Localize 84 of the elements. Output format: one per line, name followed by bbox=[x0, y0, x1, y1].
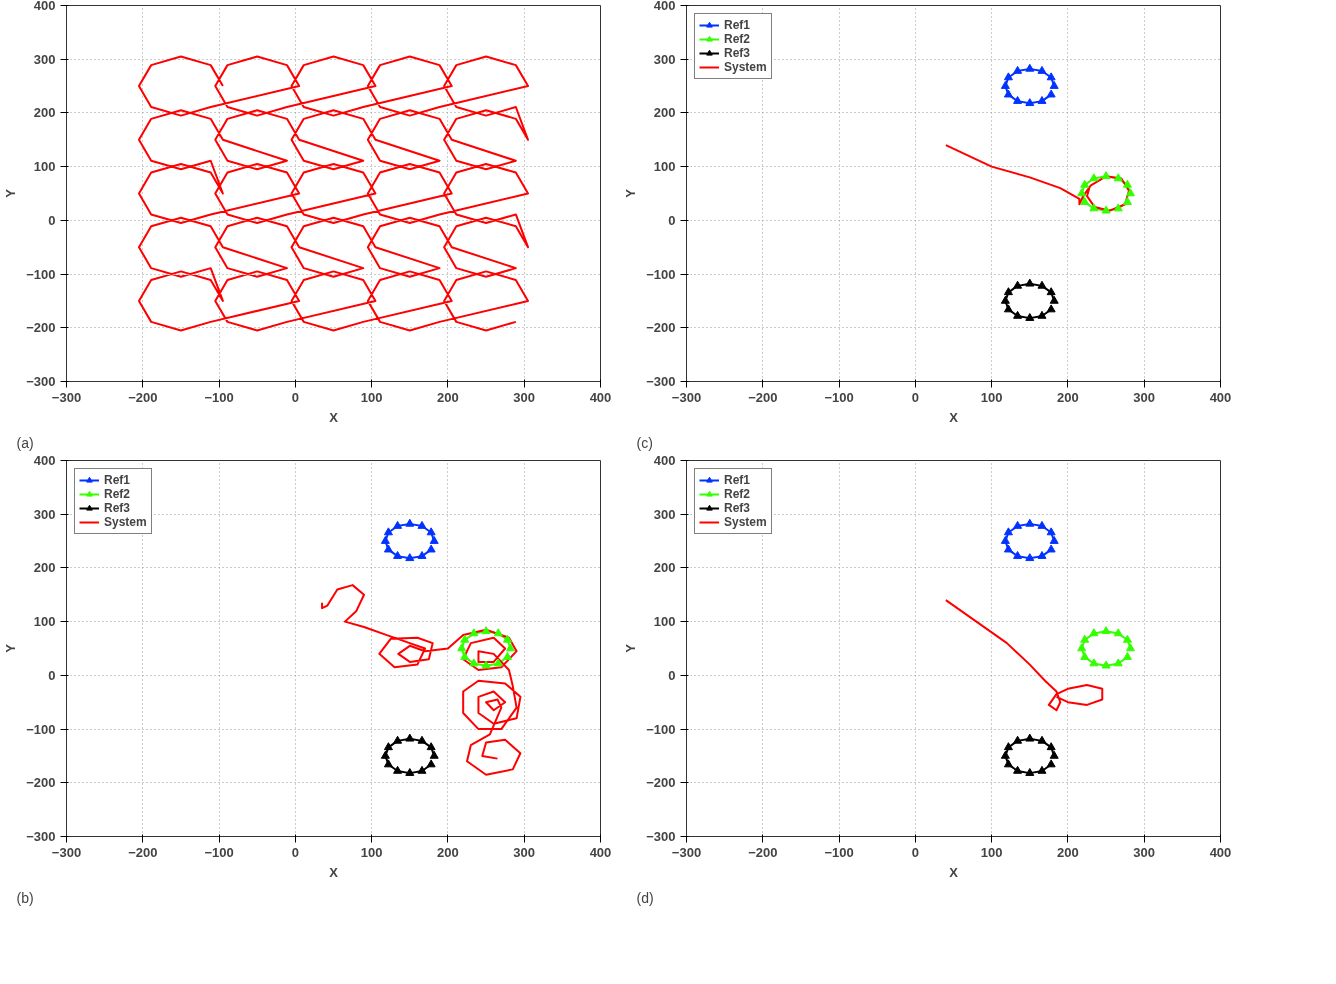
x-tick-label: 0 bbox=[911, 844, 919, 860]
y-tick-label: −300 bbox=[646, 829, 676, 844]
y-tick-label: 400 bbox=[653, 453, 676, 468]
y-tick-label: 0 bbox=[668, 667, 676, 683]
legend-label: Ref1 bbox=[724, 18, 751, 32]
y-tick-label: 100 bbox=[33, 159, 56, 175]
legend-label: System bbox=[104, 515, 147, 529]
y-tick-label: 0 bbox=[668, 212, 676, 228]
y-tick-label: 400 bbox=[653, 0, 676, 13]
legend-label: Ref3 bbox=[724, 501, 751, 515]
x-tick-label: 300 bbox=[513, 844, 536, 860]
y-tick-label: −300 bbox=[26, 829, 56, 844]
y-tick-label: 200 bbox=[33, 105, 56, 121]
y-tick-label: 300 bbox=[653, 51, 676, 67]
y-tick-label: 0 bbox=[48, 667, 56, 683]
x-tick-label: 300 bbox=[1133, 844, 1156, 860]
y-axis-title: Y bbox=[3, 188, 19, 198]
text: (b) bbox=[16, 889, 34, 906]
y-tick-label: −100 bbox=[646, 721, 676, 737]
x-tick-label: −100 bbox=[204, 844, 234, 860]
x-axis-title: X bbox=[949, 409, 959, 425]
x-tick-label: −200 bbox=[748, 389, 778, 405]
x-axis-title: X bbox=[329, 864, 339, 880]
y-tick-label: 100 bbox=[33, 614, 56, 630]
x-tick-label: −100 bbox=[204, 389, 234, 405]
y-tick-label: 0 bbox=[48, 212, 56, 228]
y-tick-label: 200 bbox=[33, 560, 56, 576]
x-tick-label: 400 bbox=[589, 389, 612, 405]
y-tick-label: −100 bbox=[646, 266, 676, 282]
x-tick-label: −200 bbox=[128, 844, 158, 860]
x-tick-label: 100 bbox=[360, 389, 383, 405]
y-tick-label: 300 bbox=[33, 51, 56, 67]
y-tick-label: −100 bbox=[26, 721, 56, 737]
x-tick-label: −100 bbox=[824, 389, 854, 405]
legend-label: Ref3 bbox=[104, 501, 131, 515]
y-tick-label: −200 bbox=[646, 775, 676, 791]
x-tick-label: 0 bbox=[291, 844, 299, 860]
x-tick-label: 300 bbox=[513, 389, 536, 405]
y-axis-title: Y bbox=[3, 643, 19, 653]
x-tick-label: 400 bbox=[589, 844, 612, 860]
text: (a) bbox=[16, 434, 34, 451]
x-tick-label: 200 bbox=[1057, 844, 1079, 860]
y-tick-label: −300 bbox=[26, 374, 56, 389]
x-tick-label: −200 bbox=[128, 389, 158, 405]
y-tick-label: 200 bbox=[653, 560, 676, 576]
y-tick-label: −100 bbox=[26, 266, 56, 282]
x-tick-label: 400 bbox=[1209, 389, 1232, 405]
text: (d) bbox=[636, 889, 654, 906]
y-tick-label: 400 bbox=[33, 0, 56, 13]
legend-label: Ref2 bbox=[724, 32, 751, 46]
x-tick-label: 300 bbox=[1133, 389, 1156, 405]
y-tick-label: 300 bbox=[653, 506, 676, 522]
x-axis-title: X bbox=[329, 409, 339, 425]
y-tick-label: 400 bbox=[33, 453, 56, 468]
legend-label: Ref1 bbox=[724, 473, 751, 487]
y-tick-label: −200 bbox=[646, 320, 676, 336]
legend-label: Ref1 bbox=[104, 473, 131, 487]
x-tick-label: 0 bbox=[911, 389, 919, 405]
y-axis-title: Y bbox=[623, 643, 639, 653]
legend-label: System bbox=[724, 515, 767, 529]
x-tick-label: −200 bbox=[748, 844, 778, 860]
x-tick-label: 200 bbox=[437, 389, 459, 405]
x-tick-label: 200 bbox=[1057, 389, 1079, 405]
y-tick-label: 100 bbox=[653, 159, 676, 175]
legend-label: Ref3 bbox=[724, 46, 751, 60]
x-tick-label: 100 bbox=[360, 844, 383, 860]
x-axis-title: X bbox=[949, 864, 959, 880]
legend-label: Ref2 bbox=[104, 487, 131, 501]
y-tick-label: −300 bbox=[646, 374, 676, 389]
y-tick-label: −200 bbox=[26, 775, 56, 791]
y-tick-label: −200 bbox=[26, 320, 56, 336]
y-axis-title: Y bbox=[623, 188, 639, 198]
y-tick-label: 100 bbox=[653, 614, 676, 630]
y-tick-label: 300 bbox=[33, 506, 56, 522]
x-tick-label: 200 bbox=[437, 844, 459, 860]
x-tick-label: 400 bbox=[1209, 844, 1232, 860]
legend-label: Ref2 bbox=[724, 487, 751, 501]
x-tick-label: 0 bbox=[291, 389, 299, 405]
text: (c) bbox=[636, 434, 653, 451]
x-tick-label: 100 bbox=[980, 389, 1003, 405]
legend-label: System bbox=[724, 60, 767, 74]
x-tick-label: 100 bbox=[980, 844, 1003, 860]
x-tick-label: −100 bbox=[824, 844, 854, 860]
y-tick-label: 200 bbox=[653, 105, 676, 121]
